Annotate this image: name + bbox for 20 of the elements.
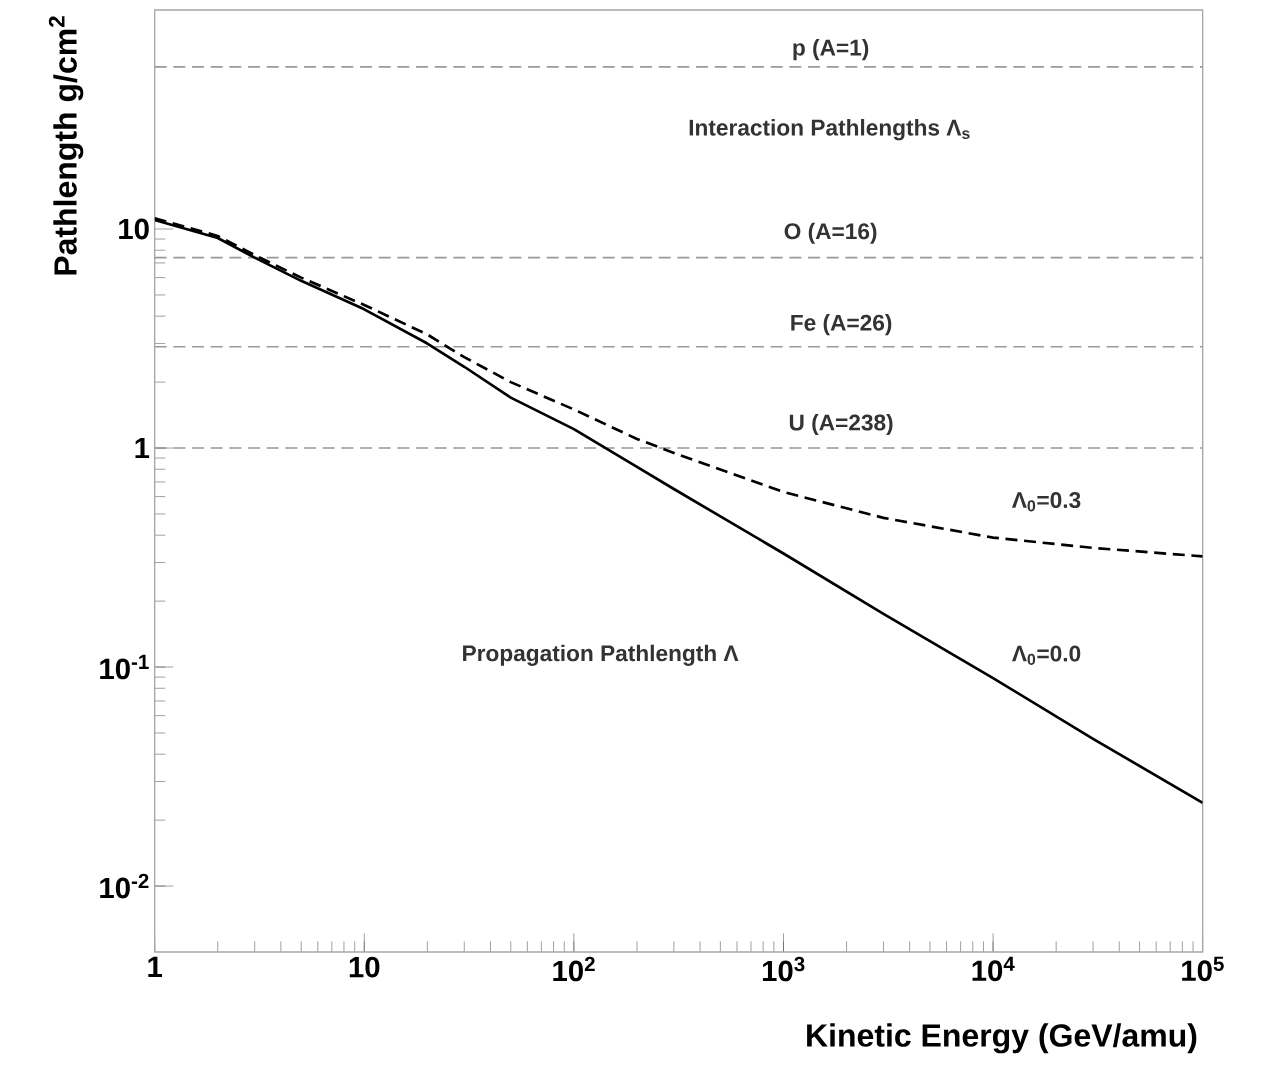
x-tick-label: 10$^{2}$ xyxy=(553,956,595,982)
annotation: p (A=1) xyxy=(793,39,869,61)
y-tick-label: 10$^{-1}$ xyxy=(100,654,149,680)
y-tick-label: 10$^{-2}$ xyxy=(100,873,149,899)
annotation: O (A=16) xyxy=(784,222,877,244)
annotation: Interaction Pathlengths Λ$_{s}$ xyxy=(689,119,970,141)
y-tick-label: 1 xyxy=(135,437,150,459)
y-axis-title: Pathlength g/cm$^{2}$ xyxy=(48,16,84,275)
x-tick-label: 10 xyxy=(349,956,380,978)
series-label: Λ$_{0}$=0.3 xyxy=(1011,492,1081,512)
annotation: Fe (A=26) xyxy=(791,314,892,336)
series-label: Λ$_{0}$=0.0 xyxy=(1011,645,1081,665)
annotation: Propagation Pathlength Λ xyxy=(463,644,739,666)
annotation: U (A=238) xyxy=(789,413,893,436)
x-tick-label: 10$^{4}$ xyxy=(972,956,1015,982)
y-tick-label: 10 xyxy=(119,218,149,240)
x-tick-label: 1 xyxy=(148,956,163,977)
x-tick-label: 10$^{3}$ xyxy=(762,956,805,982)
x-tick-label: 10$^{5}$ xyxy=(1182,956,1224,982)
x-axis-title: Kinetic Energy (GeV/amu) xyxy=(807,1023,1197,1054)
